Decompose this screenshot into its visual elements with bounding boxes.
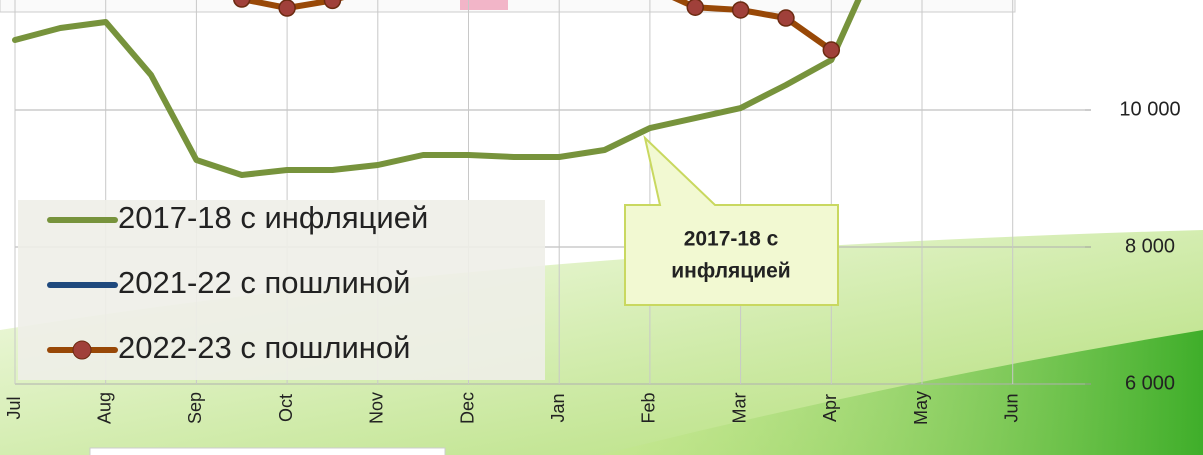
plot xyxy=(12,0,862,179)
x-tick-label: Nov xyxy=(367,392,387,424)
point xyxy=(822,41,841,59)
x-tick-label: Sep xyxy=(185,392,205,424)
legend-marker xyxy=(72,340,92,360)
point xyxy=(731,1,750,19)
point xyxy=(233,0,251,8)
y-tick-label: 10 000 xyxy=(1119,98,1180,120)
series-line xyxy=(12,0,862,179)
x-tick-label: May xyxy=(911,391,931,425)
legend-label: 2022-23 с пошлиной xyxy=(118,330,410,365)
bottom-panel xyxy=(89,447,446,455)
x-tick-label: Dec xyxy=(457,392,477,424)
x-tick-label: Jul xyxy=(4,396,24,419)
bg-wave xyxy=(600,330,1203,455)
x-tick-label: Oct xyxy=(276,394,296,422)
series-line xyxy=(233,0,835,53)
point xyxy=(777,9,795,27)
x-tick-label: Jan xyxy=(548,393,568,422)
annotation: 2017-18 с xyxy=(684,228,779,251)
y-tick-label: 8 000 xyxy=(1125,235,1175,257)
x-tick-label: Apr xyxy=(820,394,840,422)
callout-box xyxy=(624,134,839,306)
y-tick-label: 6 000 xyxy=(1125,372,1175,394)
annotation: инфляцией xyxy=(671,260,790,283)
legend: 2017-18 с инфляцией 2021-22 с пошлиной 202… xyxy=(18,200,545,380)
grid: 6 000 8 000 10 000 Jul Aug Sep Oct Nov Dec Jan Feb… xyxy=(4,0,1181,425)
x-tick-label: Mar xyxy=(729,392,749,423)
legend-label: 2021-22 с пошлиной xyxy=(118,265,410,300)
legend-label: 2017-18 с инфляцией xyxy=(118,200,428,235)
top-panel-swatch xyxy=(460,0,508,10)
point xyxy=(278,0,296,17)
point xyxy=(323,0,342,10)
x-tick-label: Jun xyxy=(1001,393,1021,422)
x-tick-label: Aug xyxy=(94,392,114,424)
callout: 2017-18 с инфляцией xyxy=(624,134,839,306)
point xyxy=(686,0,704,16)
x-tick-label: Feb xyxy=(639,392,659,423)
